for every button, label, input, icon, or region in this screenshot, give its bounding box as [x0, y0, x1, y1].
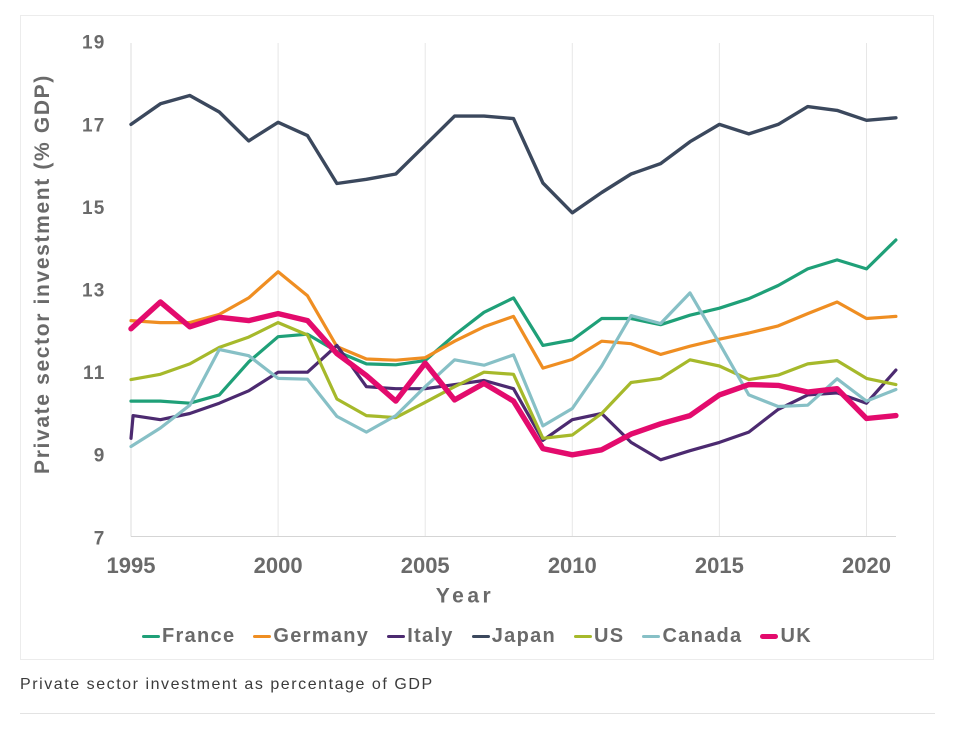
svg-text:19: 19 — [82, 33, 106, 54]
svg-text:9: 9 — [94, 446, 106, 467]
svg-text:2020: 2020 — [842, 553, 891, 578]
svg-text:11: 11 — [83, 363, 106, 384]
svg-text:17: 17 — [82, 115, 106, 136]
svg-text:2010: 2010 — [548, 553, 597, 578]
svg-text:13: 13 — [82, 281, 106, 302]
svg-text:Private sector investment (% G: Private sector investment (% GDP) — [31, 74, 54, 474]
svg-text:Year: Year — [436, 585, 494, 608]
svg-text:15: 15 — [82, 198, 106, 219]
svg-text:2000: 2000 — [254, 553, 303, 578]
svg-text:2005: 2005 — [401, 553, 450, 578]
svg-text:2015: 2015 — [695, 553, 744, 578]
svg-text:1995: 1995 — [107, 553, 156, 578]
svg-text:7: 7 — [94, 528, 106, 549]
